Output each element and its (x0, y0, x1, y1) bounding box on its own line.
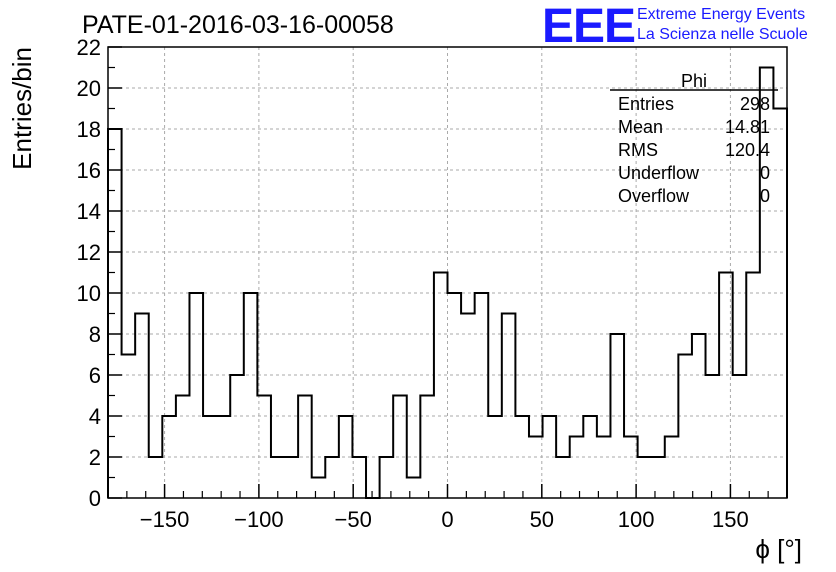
x-tick-label: 100 (618, 507, 655, 532)
histogram-bin (719, 273, 733, 499)
stats-row-value: 14.81 (725, 117, 770, 137)
logo-line-2: La Scienza nelle Scuole (637, 26, 808, 43)
x-tick-label: −50 (335, 507, 372, 532)
x-axis-label: ϕ [°] (755, 534, 802, 564)
histogram-bin (122, 355, 136, 499)
y-tick-label: 20 (77, 76, 101, 101)
histogram-bin (257, 396, 271, 499)
stats-row-value: 120.4 (725, 140, 770, 160)
histogram-bin (733, 375, 747, 498)
eee-logo-mark: EEE (542, 0, 635, 53)
y-tick-label: 22 (77, 35, 101, 60)
histogram-bin (244, 293, 258, 498)
histogram-bin (461, 314, 475, 499)
histogram-bin (706, 375, 720, 498)
stats-row-label: RMS (618, 140, 658, 160)
y-tick-label: 16 (77, 158, 101, 183)
y-tick-label: 6 (89, 363, 101, 388)
stats-row-value: 0 (760, 163, 770, 183)
y-tick-label: 0 (89, 486, 101, 511)
histogram-bin (189, 293, 203, 498)
y-tick-label: 14 (77, 199, 101, 224)
eee-logo: EEE Extreme Energy Events La Scienza nel… (542, 0, 808, 53)
histogram-bin (312, 478, 326, 499)
histogram-bin (692, 334, 706, 498)
stats-row-value: 298 (740, 94, 770, 114)
x-tick-label: 150 (712, 507, 749, 532)
x-tick-label: −150 (140, 507, 190, 532)
histogram-bin (325, 457, 339, 498)
y-tick-label: 12 (77, 240, 101, 265)
x-tick-label: 50 (530, 507, 554, 532)
histogram-bin (570, 437, 584, 499)
histogram-bin (502, 314, 516, 499)
histogram-bin (135, 314, 149, 499)
histogram-bin (665, 437, 679, 499)
histogram-bin (651, 457, 665, 498)
histogram-series (107, 66, 788, 499)
stats-row-label: Mean (618, 117, 663, 137)
y-tick-label: 2 (89, 445, 101, 470)
histogram-bin (475, 293, 489, 498)
histogram-bin (298, 396, 312, 499)
histogram-bin (543, 416, 557, 498)
x-tick-label: −100 (234, 507, 284, 532)
histogram-bin (678, 355, 692, 499)
stats-title: Phi (681, 71, 707, 91)
histogram-bin (515, 416, 529, 498)
histogram-bin (448, 293, 462, 498)
histogram-bin (610, 334, 624, 498)
histogram-bin (352, 457, 366, 498)
stats-row-label: Overflow (618, 186, 690, 206)
histogram-bin (773, 109, 787, 499)
y-axis: 0 2 4 6 8 10 12 14 16 18 20 22 (77, 35, 122, 511)
histogram-bin (217, 416, 231, 498)
stats-row-value: 0 (760, 186, 770, 206)
histogram-bin (203, 416, 217, 498)
histogram-bin (176, 396, 190, 499)
y-tick-label: 18 (77, 117, 101, 142)
histogram-bin (339, 416, 353, 498)
histogram-bin (407, 478, 421, 499)
x-axis: −150 −100 −50 0 50 100 150 (126, 484, 788, 532)
logo-line-1: Extreme Energy Events (637, 6, 805, 23)
y-axis-label: Entries/bin (7, 47, 37, 170)
histogram-bin (583, 416, 597, 498)
histogram-bin (556, 457, 570, 498)
histogram-bin (393, 396, 407, 499)
histogram-bin (638, 457, 652, 498)
histogram-bin (230, 375, 244, 498)
histogram-bin (746, 273, 760, 499)
y-tick-label: 4 (89, 404, 101, 429)
grid-lines (108, 47, 787, 498)
chart-title: PATE-01-2016-03-16-00058 (82, 11, 394, 39)
histogram-bin (434, 273, 448, 499)
y-tick-label: 10 (77, 281, 101, 306)
stats-box: Phi Entries 298 Mean 14.81 RMS 120.4 Underflow… (610, 71, 778, 206)
histogram-outline (107, 66, 788, 499)
histogram-bin (420, 396, 434, 499)
x-tick-label: 0 (441, 507, 453, 532)
histogram-bin (597, 437, 611, 499)
y-tick-label: 8 (89, 322, 101, 347)
histogram-bin (488, 416, 502, 498)
stats-row-label: Entries (618, 94, 674, 114)
stats-rows: Entries 298 Mean 14.81 RMS 120.4 Underflow 0 Ove… (618, 94, 770, 206)
histogram-bin (149, 457, 163, 498)
histogram-bin (529, 437, 543, 499)
stats-row-label: Underflow (618, 163, 700, 183)
